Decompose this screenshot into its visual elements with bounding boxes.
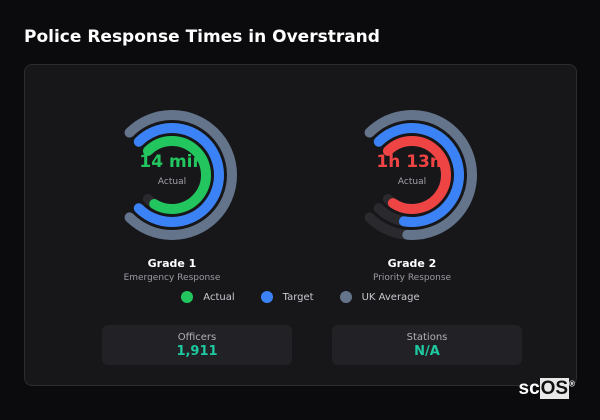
stat-value: 1,911 [176,344,218,359]
legend-dot-icon [260,291,273,303]
gauge-value: 1h 13m [376,152,448,172]
page-title: Police Response Times in Overstrand [24,27,380,47]
gauge-grade-1: 14 min Actual Grade 1 Emergency Response [97,105,247,283]
actual-arc [382,136,451,214]
uk-average-arc [124,110,237,240]
legend-label: Target [282,292,314,303]
gauge-label: Grade 2 [387,257,437,270]
legend-dot-icon [181,291,194,303]
gauge-grade-2: 1h 13m Actual Grade 2 Priority Response [337,105,487,283]
legend: Actual Target UK Average [25,291,576,303]
legend-item-uk-average: UK Average [339,291,420,303]
legend-item-target: Target [260,291,314,303]
legend-label: UK Average [361,292,420,303]
legend-dot-icon [339,291,352,303]
gauge-sublabel: Actual [157,177,187,187]
legend-label: Actual [203,292,235,303]
target-arc [373,123,464,227]
gauge-description: Priority Response [372,273,452,283]
stat-label: Stations [406,332,448,343]
legend-item-actual: Actual [181,291,235,303]
gauge-label: Grade 1 [147,257,197,270]
radial-gauge [124,110,237,240]
gauge-sublabel: Actual [397,177,427,187]
response-times-card: 14 min Actual Grade 1 Emergency Response… [24,64,577,386]
scos-logo: scOS® [518,378,575,399]
radial-gauge [364,110,477,240]
stat-officers: Officers 1,911 [102,325,292,365]
uk-average-arc [364,110,477,240]
gauge-description: Emergency Response [123,273,221,283]
gauge-value: 14 min [139,152,205,172]
stat-value: N/A [414,344,440,359]
actual-arc [142,136,211,214]
target-arc [133,123,224,227]
stat-label: Officers [177,332,217,343]
stat-stations: Stations N/A [332,325,522,365]
